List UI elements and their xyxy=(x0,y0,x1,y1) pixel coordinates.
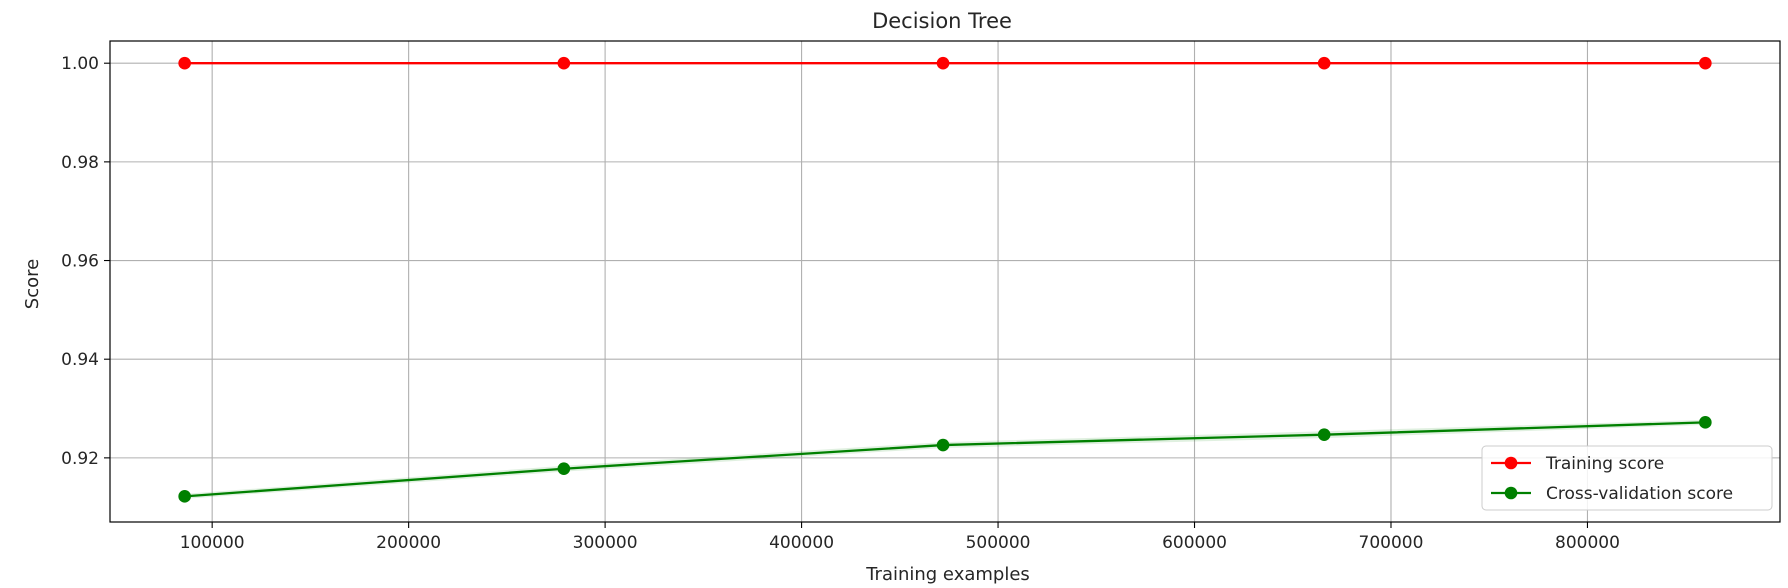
y-tick-label: 1.00 xyxy=(61,54,99,74)
cross-validation-score-legend-marker xyxy=(1504,486,1518,500)
training-score-point xyxy=(178,56,191,70)
training-score-legend-label: Training score xyxy=(1545,454,1664,474)
x-tick-label: 500000 xyxy=(966,533,1031,553)
cross-validation-score-point xyxy=(557,462,571,476)
legend: Training score Cross-validation score xyxy=(1481,445,1773,511)
training-score-legend-marker xyxy=(1504,456,1518,470)
cross-validation-score-point xyxy=(1699,416,1712,429)
series-points xyxy=(178,56,1712,503)
chart-title: Decision Tree xyxy=(872,9,1012,33)
cross-validation-score-legend-label: Cross-validation score xyxy=(1546,484,1733,504)
y-tick-label: 0.96 xyxy=(61,252,99,272)
x-tick-label: 300000 xyxy=(573,533,638,553)
cross-validation-score-point xyxy=(1317,428,1331,441)
x-tick-label: 700000 xyxy=(1359,533,1424,553)
x-tick-label: 600000 xyxy=(1162,533,1227,553)
plot-frame xyxy=(109,40,1781,523)
training-score-point xyxy=(936,56,950,70)
x-tick-label: 200000 xyxy=(376,533,441,553)
legend-box xyxy=(1481,445,1773,511)
training-score-point xyxy=(1317,56,1331,70)
cross-validation-score-point xyxy=(936,438,950,452)
training-score-point xyxy=(557,56,571,70)
y-tick-label: 0.92 xyxy=(61,449,99,469)
y-tick-label: 0.94 xyxy=(61,350,99,370)
x-tick-label: 400000 xyxy=(769,533,834,553)
y-axis-label: Score xyxy=(22,259,43,309)
y-axis-ticks: 0.92 0.94 0.96 0.98 1.00 xyxy=(61,54,110,469)
x-tick-label: 100000 xyxy=(180,533,245,553)
x-axis-label: Training examples xyxy=(865,564,1030,585)
training-score-point xyxy=(1699,56,1712,70)
plot-area xyxy=(109,40,1781,523)
x-tick-label: 800000 xyxy=(1555,533,1620,553)
cross-validation-score-point xyxy=(178,490,191,503)
y-tick-label: 0.98 xyxy=(61,153,99,173)
grid-layer xyxy=(110,41,1780,522)
x-axis-ticks: 100000 200000 300000 400000 500000 600000 7000… xyxy=(180,522,1620,553)
